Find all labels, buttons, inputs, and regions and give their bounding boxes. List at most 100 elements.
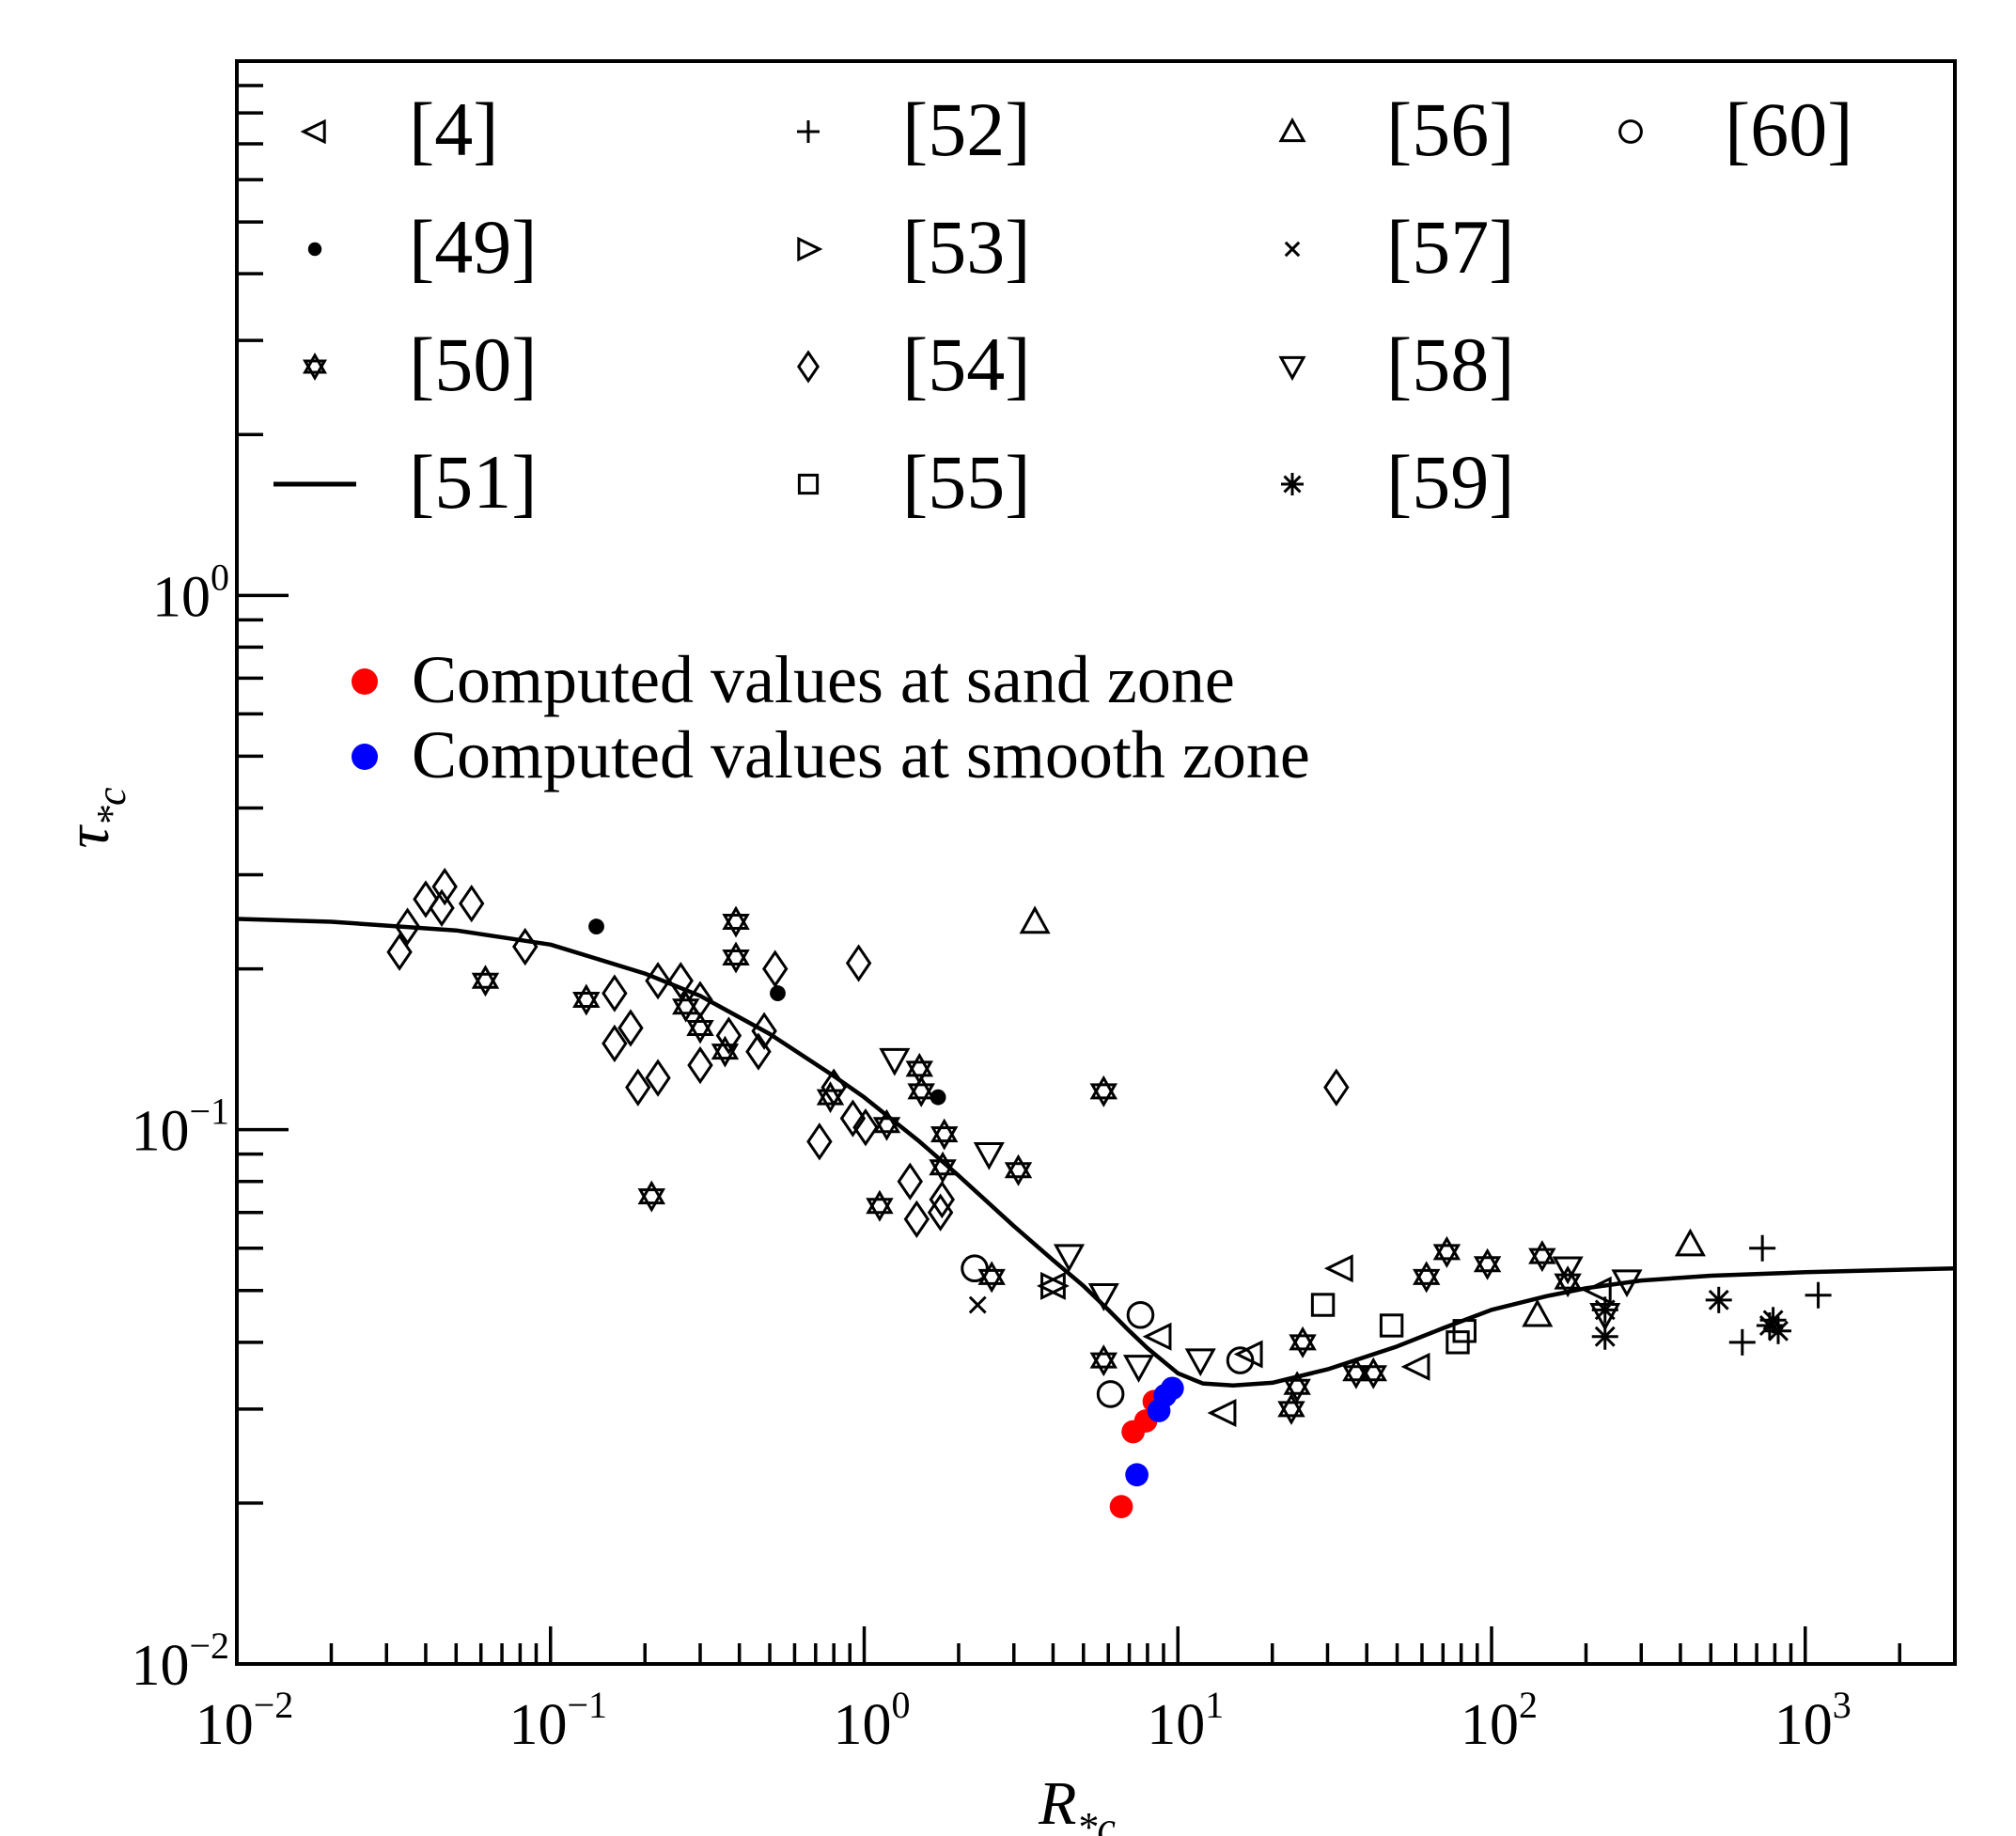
legend-entry: [53] bbox=[797, 204, 1031, 290]
data-point bbox=[1359, 1357, 1387, 1389]
legend-marker bbox=[797, 236, 823, 262]
series-8 bbox=[968, 1295, 987, 1314]
data-point bbox=[929, 1151, 957, 1184]
data-point bbox=[1087, 1283, 1119, 1311]
data-point bbox=[1759, 1307, 1787, 1334]
data-point bbox=[1805, 1281, 1832, 1309]
data-point bbox=[1142, 1322, 1172, 1351]
data-point bbox=[458, 884, 485, 923]
data-point bbox=[929, 1180, 955, 1219]
data-point bbox=[1705, 1286, 1732, 1313]
legend-marker bbox=[1281, 473, 1304, 495]
legend-label: [52] bbox=[902, 86, 1031, 172]
data-point bbox=[645, 1059, 671, 1097]
data-point bbox=[907, 1075, 935, 1107]
data-point bbox=[1310, 1293, 1336, 1317]
data-point bbox=[839, 1099, 867, 1138]
data-point bbox=[1591, 1323, 1618, 1350]
data-point bbox=[1400, 1352, 1430, 1381]
data-point bbox=[1582, 1276, 1612, 1305]
legend-label: [4] bbox=[409, 86, 499, 172]
data-point bbox=[1019, 905, 1051, 934]
data-point bbox=[1123, 1355, 1155, 1383]
data-point bbox=[625, 1068, 651, 1106]
data-point bbox=[1552, 1256, 1584, 1285]
x-tick-label: 102 bbox=[1461, 1684, 1538, 1757]
curve-51 bbox=[236, 917, 1956, 1389]
data-point bbox=[687, 1045, 713, 1085]
legend-marker bbox=[797, 120, 820, 143]
x-tick-label: 10−1 bbox=[508, 1684, 607, 1757]
x-tick-label: 100 bbox=[834, 1684, 911, 1757]
legend-marker bbox=[1284, 241, 1301, 258]
data-point bbox=[852, 1108, 879, 1147]
data-points-layer bbox=[386, 867, 1832, 1518]
legend-label: [54] bbox=[902, 322, 1031, 407]
legend-marker bbox=[1278, 355, 1306, 382]
legend-label: [51] bbox=[409, 439, 538, 525]
data-point bbox=[1184, 1348, 1216, 1377]
legend-entry: [56] bbox=[1278, 86, 1515, 172]
legend-label: [60] bbox=[1725, 86, 1853, 172]
data-point bbox=[1053, 1244, 1086, 1273]
series-3 bbox=[1728, 1234, 1832, 1356]
y-tick-label: 10−1 bbox=[131, 1091, 229, 1164]
legend-entry: [49] bbox=[307, 204, 538, 290]
legend-marker bbox=[797, 473, 820, 495]
data-point bbox=[845, 944, 872, 982]
legend-label: [50] bbox=[409, 322, 538, 407]
legend-entry: [55] bbox=[797, 439, 1031, 525]
legend-label: [58] bbox=[1386, 322, 1515, 407]
data-point bbox=[872, 1108, 901, 1141]
legend-label: [57] bbox=[1386, 204, 1515, 290]
computed-legend-dot bbox=[352, 744, 378, 770]
y-tick-label: 10−2 bbox=[131, 1624, 229, 1698]
axes-layer bbox=[235, 59, 1957, 1666]
series-9 bbox=[879, 1047, 1643, 1383]
data-point bbox=[806, 1122, 833, 1161]
legend-entry: [54] bbox=[796, 322, 1031, 407]
data-point bbox=[968, 1295, 987, 1314]
data-point bbox=[572, 983, 601, 1016]
data-point bbox=[1379, 1313, 1404, 1338]
data-point bbox=[637, 1180, 666, 1213]
data-point bbox=[1109, 1495, 1133, 1518]
data-point bbox=[1591, 1296, 1618, 1324]
computed-legend-dot bbox=[352, 668, 378, 695]
data-point bbox=[1728, 1328, 1756, 1356]
data-point bbox=[722, 941, 750, 974]
x-tick-label: 10−2 bbox=[195, 1684, 294, 1757]
x-axis-label: R*c bbox=[1038, 1769, 1116, 1836]
data-point bbox=[645, 962, 671, 1000]
legend-label: [49] bbox=[409, 204, 538, 290]
data-point bbox=[1342, 1357, 1370, 1389]
data-point bbox=[1432, 1235, 1461, 1268]
legend-entry: [59] bbox=[1281, 439, 1515, 525]
data-point bbox=[686, 1012, 714, 1044]
legend-marker bbox=[307, 242, 322, 257]
data-point bbox=[1611, 1269, 1643, 1298]
computed-legend-entry: Computed values at smooth zone bbox=[352, 717, 1310, 792]
data-point bbox=[961, 1254, 989, 1283]
computed-legend-label: Computed values at sand zone bbox=[412, 642, 1235, 717]
axis-labels-layer: 10−2 10−1 100 101 102 103 10−2 10−1 100 R*c τ*c bbox=[54, 556, 1852, 1836]
series-11 bbox=[961, 1254, 1255, 1408]
data-point bbox=[1528, 1240, 1556, 1273]
data-point bbox=[413, 880, 439, 918]
series-1 bbox=[588, 918, 946, 1106]
data-point bbox=[930, 1089, 946, 1106]
data-point bbox=[751, 1012, 777, 1050]
data-point bbox=[722, 905, 750, 938]
data-point bbox=[711, 1035, 740, 1068]
legend-marker bbox=[303, 352, 327, 382]
data-point bbox=[602, 974, 628, 1012]
data-point bbox=[897, 1162, 923, 1200]
series-7 bbox=[1019, 905, 1706, 1327]
legend-marker bbox=[796, 350, 820, 384]
legend-label: [55] bbox=[902, 439, 1031, 525]
data-point bbox=[588, 918, 604, 934]
data-point bbox=[973, 1141, 1005, 1170]
legend-entry: [51] bbox=[273, 439, 538, 525]
data-point bbox=[1096, 1380, 1125, 1408]
